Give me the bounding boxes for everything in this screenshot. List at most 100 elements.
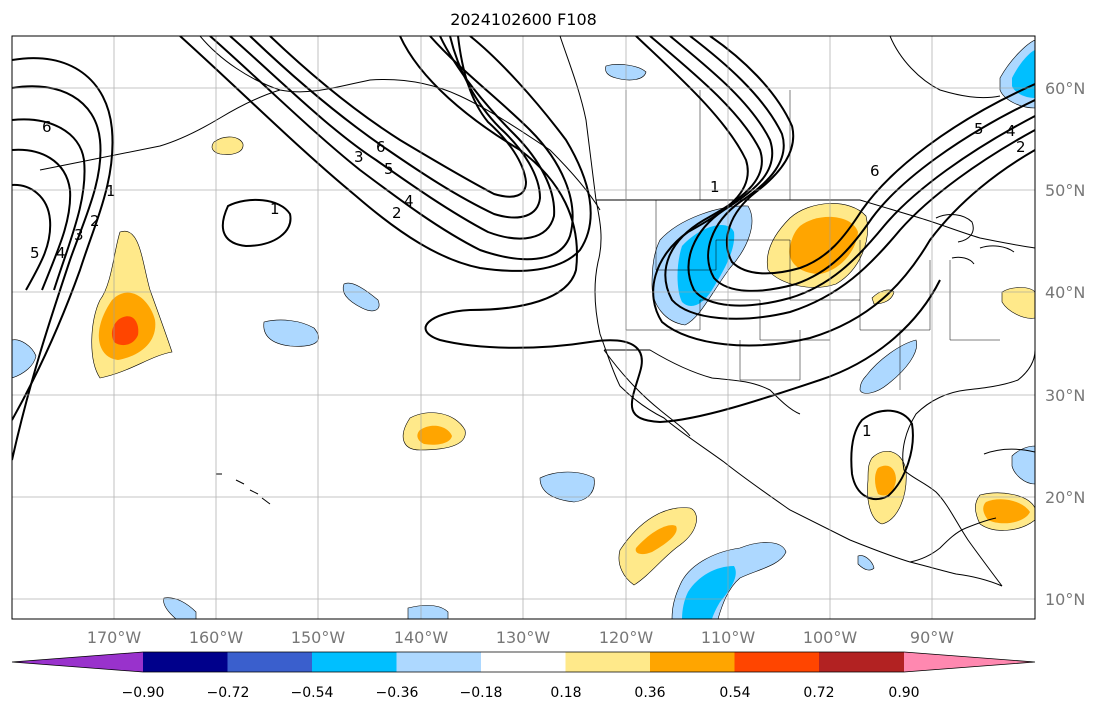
colorbar-tick-label: −0.90 [122, 685, 165, 701]
gulf-coastline [902, 349, 1035, 587]
lon-label: 90°W [910, 628, 954, 647]
longitude-labels: 170°W 160°W 150°W 140°W 130°W 120°W 110°… [87, 628, 954, 647]
positive-anomaly [983, 499, 1030, 524]
negative-anomaly [859, 339, 917, 394]
contour-line [399, 36, 941, 424]
colorbar-tick-label: −0.72 [207, 685, 250, 701]
contour-line [12, 85, 102, 461]
colorbar-segment [819, 652, 904, 672]
contour-label: 2 [392, 204, 402, 222]
contour-line [12, 183, 52, 291]
lon-label: 100°W [803, 628, 858, 647]
positive-anomaly [635, 525, 677, 555]
contour-line [209, 36, 574, 261]
gridlines [12, 36, 1035, 619]
contour-line [669, 36, 1035, 307]
colorbar-ticks: −0.90 −0.72 −0.54 −0.36 −0.18 0.18 0.36 … [122, 685, 920, 701]
lon-label: 160°W [189, 628, 244, 647]
colorbar-extend-min [12, 652, 143, 672]
coastlines [39, 36, 1035, 587]
colorbar-segment [227, 652, 313, 672]
contour-line [689, 36, 1035, 292]
map-title: 2024102600 F108 [450, 10, 597, 29]
colorbar-tick-label: 0.90 [888, 685, 919, 701]
contour-label: 6 [870, 162, 880, 180]
colorbar-segment [565, 652, 651, 672]
alaska-coast [199, 36, 601, 211]
contour-label: 6 [42, 118, 52, 136]
height-contours [12, 36, 1035, 501]
hudson-bay [889, 36, 1001, 99]
contour-line [850, 409, 914, 501]
contour-label: 6 [376, 138, 386, 156]
lon-label: 120°W [599, 628, 654, 647]
contour-line [221, 198, 292, 248]
lat-label: 20°N [1045, 488, 1085, 507]
contour-line [635, 36, 1035, 347]
colorbar-segment [650, 652, 735, 672]
lon-label: 150°W [291, 628, 346, 647]
colorbar-segment [734, 652, 820, 672]
contour-label: 2 [1016, 138, 1026, 156]
colorbar-tick-label: −0.54 [291, 685, 334, 701]
positive-anomaly [789, 216, 858, 274]
colorbar-segment [481, 652, 566, 672]
cuba [983, 448, 1035, 455]
contour-label: 5 [384, 160, 394, 178]
negative-anomaly [857, 555, 875, 571]
contour-line [179, 36, 592, 272]
positive-anomaly [875, 465, 896, 496]
colorbar-extend-max [904, 652, 1035, 672]
lon-label: 130°W [496, 628, 551, 647]
negative-anomaly [539, 471, 595, 503]
positive-anomaly [417, 425, 452, 445]
negative-anomaly [12, 339, 37, 379]
contour-label: 4 [1006, 122, 1016, 140]
colorbar-segment [143, 652, 228, 672]
positive-anomaly [111, 316, 139, 346]
colorbar-tick-label: −0.18 [460, 685, 503, 701]
colorbar-tick-label: 0.36 [634, 685, 665, 701]
contour-label: 1 [270, 200, 280, 218]
contour-labels: 6 5 4 3 2 1 1 3 5 6 4 2 1 6 5 4 2 1 [30, 118, 1026, 440]
contour-label: 3 [74, 226, 84, 244]
lat-label: 30°N [1045, 386, 1085, 405]
contour-label: 4 [56, 244, 66, 262]
contour-label: 1 [862, 422, 872, 440]
north-america-coastline [559, 36, 1003, 587]
positive-anomaly [211, 136, 244, 155]
contour-line [649, 36, 1035, 320]
contour-label: 1 [106, 182, 116, 200]
colorbar-tick-label: 0.18 [550, 685, 581, 701]
contour-line [249, 36, 542, 219]
contour-line [269, 36, 528, 198]
negative-anomaly [263, 319, 319, 347]
contour-label: 4 [404, 192, 414, 210]
hawaii-islands [216, 473, 271, 505]
contour-label: 1 [710, 178, 720, 196]
colorbar-tick-label: −0.36 [376, 685, 419, 701]
colorbar-outline [11, 651, 1036, 673]
lon-label: 170°W [87, 628, 142, 647]
negative-anomaly [407, 605, 449, 619]
colorbar-tick-label: 0.54 [719, 685, 750, 701]
baja-california [603, 349, 691, 437]
colorbar-tick-label: 0.72 [803, 685, 834, 701]
us-mexico-border [604, 349, 801, 415]
map-background [12, 36, 1035, 619]
colorbar [11, 651, 1036, 673]
contour-line [12, 118, 86, 291]
contour-label: 5 [974, 120, 984, 138]
contour-line [229, 36, 556, 240]
latitude-labels: 60°N 50°N 40°N 30°N 20°N 10°N [1045, 79, 1085, 609]
colorbar-segment [396, 652, 482, 672]
us-canada-border [596, 199, 1035, 249]
positive-anomaly [1001, 287, 1035, 319]
negative-anomaly [342, 282, 380, 312]
contour-line [12, 57, 114, 421]
contour-label: 3 [354, 148, 364, 166]
lat-label: 40°N [1045, 283, 1085, 302]
negative-anomaly [682, 566, 736, 619]
map-frame [11, 35, 1036, 620]
